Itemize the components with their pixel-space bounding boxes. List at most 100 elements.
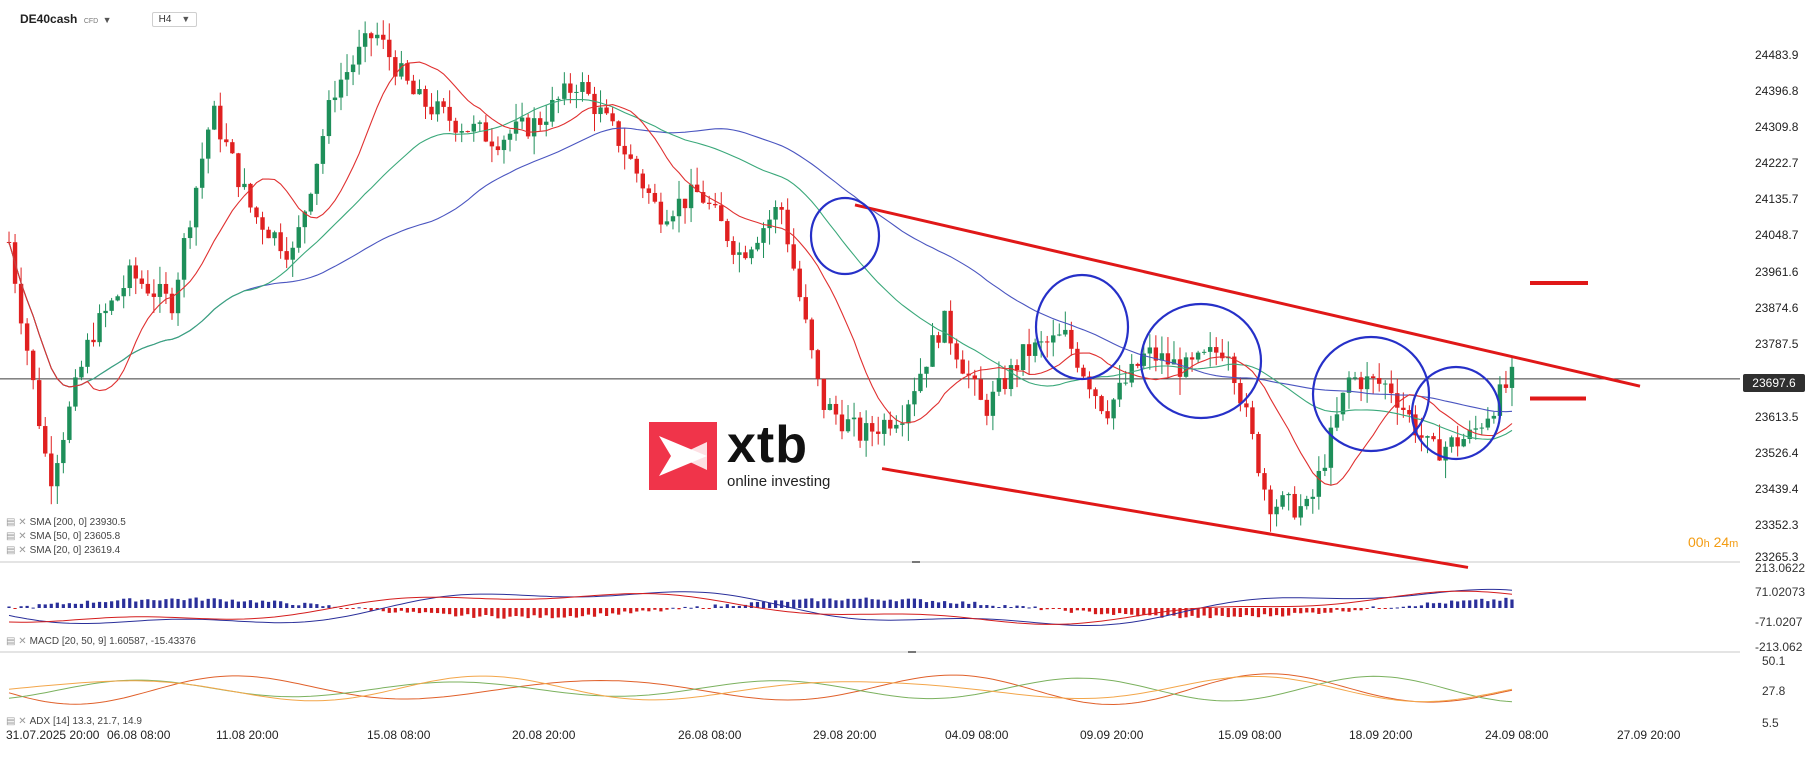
macd-histogram-bar	[1202, 608, 1206, 616]
macd-histogram-bar	[448, 608, 452, 615]
price-tick-label: 24309.8	[1755, 120, 1799, 134]
price-tick-label: 24483.9	[1755, 48, 1799, 62]
candle	[18, 283, 24, 324]
macd-histogram-bar	[152, 600, 156, 608]
candle	[972, 375, 977, 380]
macd-histogram-bar	[707, 608, 711, 609]
macd-histogram-bar	[767, 602, 772, 608]
macd-histogram-bar	[846, 598, 850, 608]
candle	[1310, 496, 1315, 499]
candle	[1503, 384, 1509, 388]
candle	[272, 232, 277, 239]
close-icon[interactable]: ▤ ✕	[6, 636, 27, 647]
candle	[658, 201, 664, 225]
close-icon[interactable]: ▤ ✕	[6, 716, 27, 727]
macd-histogram-bar	[1136, 608, 1140, 617]
price-tick-label: 24048.7	[1755, 228, 1799, 242]
candle	[719, 205, 724, 222]
chevron-down-icon[interactable]: ▼	[102, 15, 112, 25]
close-icon[interactable]: ▤ ✕	[6, 545, 27, 556]
candle	[1316, 470, 1322, 497]
macd-histogram-bar	[961, 601, 965, 608]
close-icon[interactable]: ▤ ✕	[6, 517, 27, 528]
price-tick-label: 24222.7	[1755, 156, 1799, 170]
macd-histogram-bar	[1244, 608, 1248, 616]
candle	[1274, 506, 1279, 515]
timeframe-selector[interactable]: H4 ▼	[151, 11, 198, 27]
macd-histogram-bar	[1033, 606, 1037, 608]
legend-sma50[interactable]: ▤ ✕ SMA [50, 0] 23605.8	[6, 531, 121, 542]
macd-histogram-bar	[526, 608, 530, 619]
candle	[1497, 384, 1503, 416]
macd-histogram-bar	[1027, 607, 1031, 609]
candle	[127, 265, 132, 289]
legend-sma20[interactable]: ▤ ✕ SMA [20, 0] 23619.4	[6, 545, 121, 556]
close-icon[interactable]: ▤ ✕	[6, 531, 27, 542]
macd-histogram-bar	[460, 608, 464, 616]
legend-sma200[interactable]: ▤ ✕ SMA [200, 0] 23930.5	[6, 517, 126, 528]
symbol-selector[interactable]: DE40cash CFD ▼	[20, 10, 112, 28]
macd-histogram-bar	[580, 608, 585, 617]
macd-histogram-bar	[858, 598, 862, 608]
candle	[242, 183, 247, 188]
candle	[1383, 383, 1388, 385]
price-tick-label: 23787.5	[1755, 337, 1799, 351]
candle	[598, 107, 603, 115]
macd-signal-line	[8, 590, 1513, 625]
candle	[1177, 359, 1183, 377]
macd-histogram-bar	[653, 608, 657, 610]
candle	[218, 105, 223, 140]
macd-histogram-bar	[930, 600, 935, 608]
macd-histogram-bar	[1021, 606, 1025, 608]
price-tick-label: 23265.3	[1755, 550, 1799, 564]
macd-histogram-bar	[1142, 608, 1146, 615]
macd-histogram-bar	[719, 606, 723, 608]
macd-histogram-bar	[1015, 605, 1019, 608]
macd-histogram-bar	[695, 606, 699, 608]
time-tick-label: 11.08 20:00	[216, 728, 279, 742]
candle	[918, 373, 923, 392]
candle	[1352, 377, 1358, 379]
macd-histogram-bar	[417, 608, 422, 614]
candle	[1026, 344, 1032, 356]
macd-histogram-bar	[1450, 600, 1454, 608]
macd-histogram-bar	[1256, 608, 1261, 618]
legend-adx[interactable]: ▤ ✕ ADX [14] 13.3, 21.7, 14.9	[6, 716, 142, 727]
candle	[1020, 344, 1026, 371]
macd-histogram-bar	[164, 599, 168, 608]
legend-macd[interactable]: ▤ ✕ MACD [20, 50, 9] 1.60587, -15.43376	[6, 636, 196, 647]
candle	[713, 203, 718, 206]
candle	[387, 39, 392, 58]
macd-histogram-bar	[224, 601, 228, 608]
candle	[1407, 409, 1412, 415]
macd-histogram-bar	[1281, 608, 1285, 617]
macd-histogram-bar	[1317, 608, 1321, 614]
candle	[574, 91, 579, 93]
candle	[109, 300, 114, 311]
candle	[1340, 392, 1346, 415]
candle	[199, 158, 205, 188]
candle	[1153, 347, 1159, 361]
macd-histogram-bar	[562, 608, 566, 618]
candle	[1093, 389, 1098, 397]
candle	[743, 252, 748, 259]
candle	[1461, 439, 1466, 447]
macd-histogram-bar	[122, 598, 126, 608]
candle	[399, 63, 404, 77]
candle	[1395, 393, 1400, 408]
candle	[248, 183, 253, 208]
macd-histogram-bar	[1093, 608, 1098, 615]
macd-histogram-bar	[786, 601, 790, 608]
macd-histogram-bar	[140, 599, 144, 608]
macd-histogram-bar	[1510, 599, 1514, 608]
macd-histogram-bar	[1359, 608, 1363, 611]
macd-histogram-bar	[297, 605, 301, 608]
candle	[236, 153, 241, 188]
price-tick-label: 23613.5	[1755, 410, 1799, 424]
xtb-logo: xtb online investing	[649, 419, 830, 490]
macd-histogram-bar	[1468, 600, 1472, 608]
macd-histogram-bar	[900, 599, 904, 608]
candle	[1286, 493, 1291, 496]
candle	[1256, 434, 1261, 474]
